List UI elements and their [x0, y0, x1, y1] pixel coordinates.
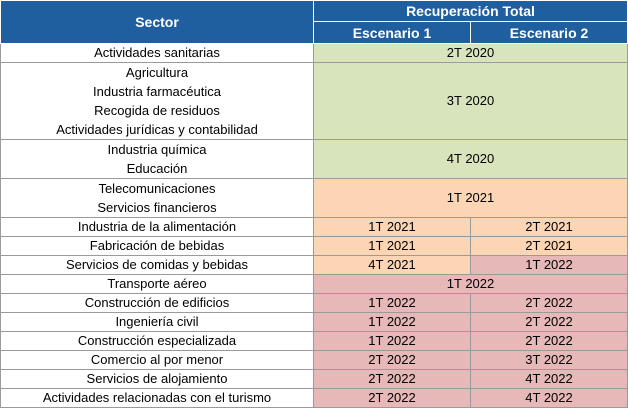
table-row: Servicios de comidas y bebidas 4T 2021 1…	[0, 255, 628, 275]
sector-cell: Industria química Educación	[0, 139, 314, 179]
scenario1-cell: 1T 2021	[313, 217, 471, 237]
scenario2-cell: 2T 2022	[469, 312, 628, 332]
sector-cell: Actividades sanitarias	[0, 43, 314, 63]
sector-cell: Agricultura Industria farmacéutica Recog…	[0, 62, 314, 140]
scenario1-header: Escenario 1	[313, 21, 471, 44]
merged-value-cell: 2T 2020	[312, 43, 628, 63]
table-row: Transporte aéreo 1T 2022	[0, 274, 628, 294]
merged-value-cell: 4T 2020	[312, 139, 628, 179]
scenario1-cell: 1T 2022	[313, 293, 471, 313]
scenario1-cell: 4T 2021	[313, 255, 471, 275]
sector-cell: Actividades relacionadas con el turismo	[0, 388, 314, 408]
sector-line: Industria química	[107, 142, 207, 157]
sector-line: Educación	[126, 161, 188, 176]
scenario2-cell: 2T 2022	[469, 293, 628, 313]
scenario1-cell: 1T 2021	[313, 236, 471, 256]
scenario2-cell: 3T 2022	[469, 350, 628, 370]
scenario2-cell: 2T 2021	[469, 236, 628, 256]
sector-cell: Telecomunicaciones Servicios financieros	[0, 178, 314, 218]
sector-cell: Servicios de alojamiento	[0, 369, 314, 389]
table-row: Industria química Educación 4T 2020	[0, 139, 628, 179]
merged-value-cell: 3T 2020	[312, 62, 628, 140]
scenario2-cell: 2T 2021	[469, 217, 628, 237]
table-row: Fabricación de bebidas 1T 2021 2T 2021	[0, 236, 628, 256]
table-row: Telecomunicaciones Servicios financieros…	[0, 178, 628, 218]
sector-cell: Industria de la alimentación	[0, 217, 314, 237]
table-row: Agricultura Industria farmacéutica Recog…	[0, 62, 628, 140]
sector-cell: Construcción de edificios	[0, 293, 314, 313]
sector-line: Actividades jurídicas y contabilidad	[56, 122, 258, 137]
sector-header: Sector	[0, 0, 314, 44]
scenario1-cell: 2T 2022	[313, 369, 471, 389]
sector-cell: Transporte aéreo	[0, 274, 314, 294]
table-row: Servicios de alojamiento 2T 2022 4T 2022	[0, 369, 628, 389]
sector-cell: Servicios de comidas y bebidas	[0, 255, 314, 275]
table-row: Actividades relacionadas con el turismo …	[0, 388, 628, 408]
scenario2-cell: 4T 2022	[469, 388, 628, 408]
sector-cell: Fabricación de bebidas	[0, 236, 314, 256]
sector-cell: Construcción especializada	[0, 331, 314, 351]
scenario2-cell: 4T 2022	[469, 369, 628, 389]
table-row: Construcción especializada 1T 2022 2T 20…	[0, 331, 628, 351]
sector-line: Agricultura	[125, 65, 189, 80]
table-row: Construcción de edificios 1T 2022 2T 202…	[0, 293, 628, 313]
table-row: Industria de la alimentación 1T 2021 2T …	[0, 217, 628, 237]
sector-line: Recogida de residuos	[94, 103, 220, 118]
recovery-header: Recuperación Total	[312, 0, 628, 22]
table-row: Ingeniería civil 1T 2022 2T 2022	[0, 312, 628, 332]
sector-cell: Ingeniería civil	[0, 312, 314, 332]
scenario1-cell: 2T 2022	[313, 350, 471, 370]
sector-line: Telecomunicaciones	[98, 181, 216, 196]
scenario1-cell: 2T 2022	[313, 388, 471, 408]
sector-line: Industria farmacéutica	[93, 84, 221, 99]
scenario2-cell: 1T 2022	[469, 255, 628, 275]
sector-cell: Comercio al por menor	[0, 350, 314, 370]
scenario2-cell: 2T 2022	[469, 331, 628, 351]
merged-value-cell: 1T 2022	[312, 274, 628, 294]
table-row: Comercio al por menor 2T 2022 3T 2022	[0, 350, 628, 370]
sector-line: Servicios financieros	[97, 200, 217, 215]
table-row: Actividades sanitarias 2T 2020	[0, 43, 628, 63]
merged-value-cell: 1T 2021	[312, 178, 628, 218]
scenario2-header: Escenario 2	[469, 21, 628, 44]
scenario1-cell: 1T 2022	[313, 312, 471, 332]
scenario1-cell: 1T 2022	[313, 331, 471, 351]
